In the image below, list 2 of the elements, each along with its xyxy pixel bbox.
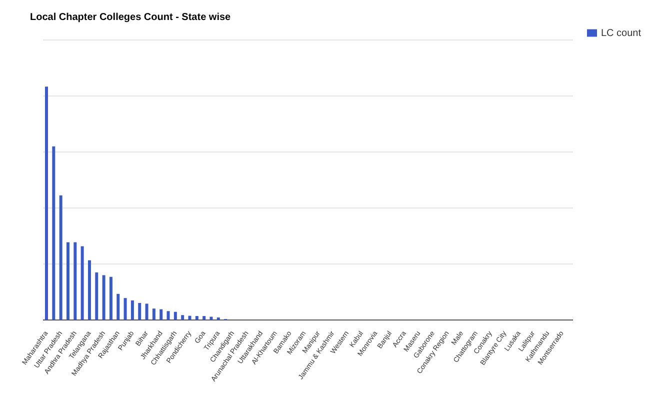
legend-label: LC count [601, 28, 642, 39]
chart-title: Local Chapter Colleges Count - State wise [29, 11, 232, 25]
